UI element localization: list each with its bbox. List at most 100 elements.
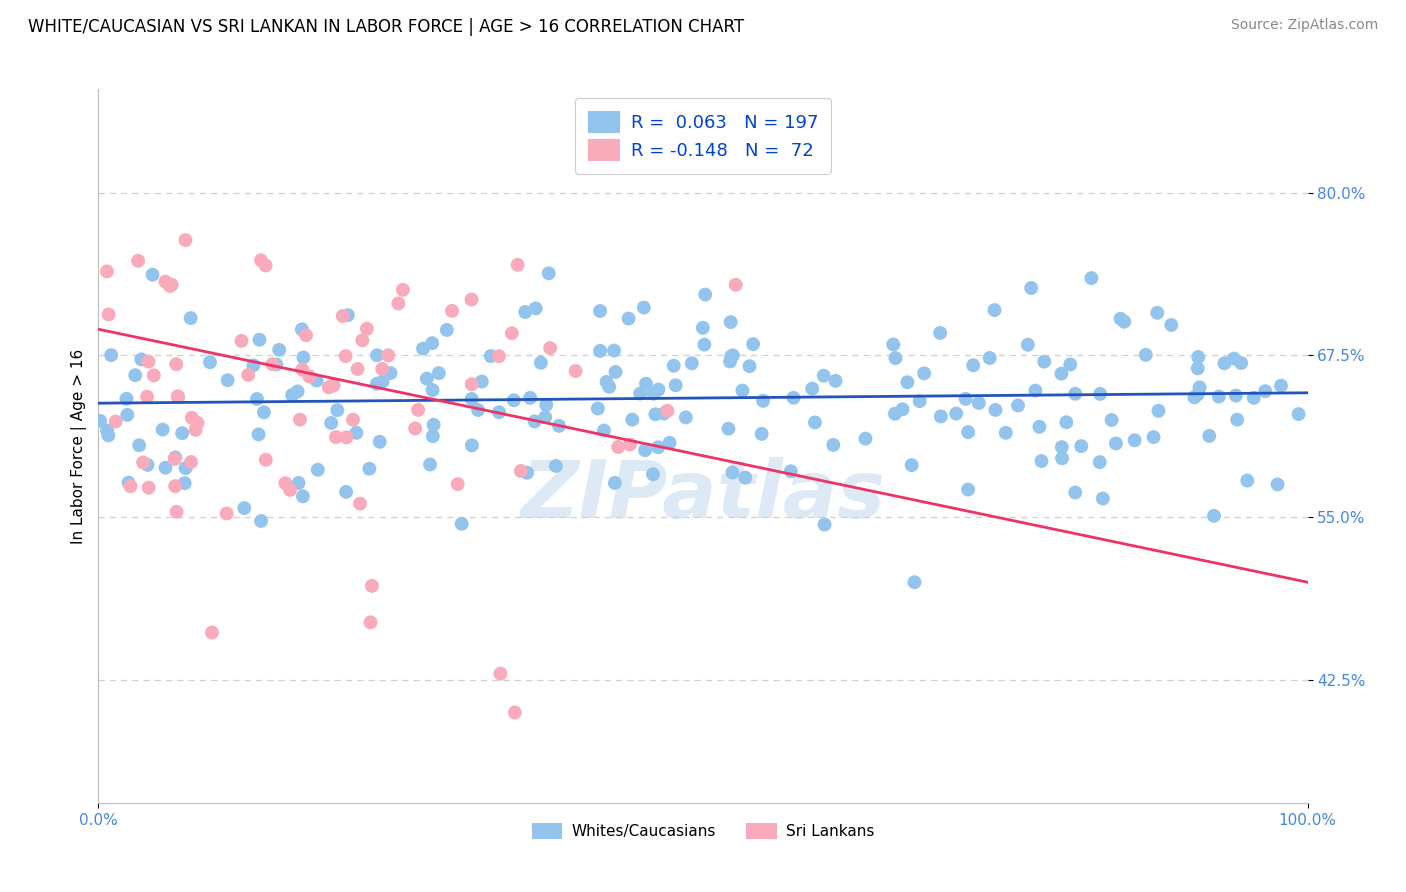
Point <box>246 392 269 406</box>
Point <box>174 233 197 247</box>
Point <box>903 575 925 590</box>
Point <box>489 666 512 681</box>
Point <box>1208 390 1230 404</box>
Point <box>281 388 304 402</box>
Point <box>538 341 561 355</box>
Point <box>249 333 271 347</box>
Point <box>422 417 444 432</box>
Point <box>287 475 309 490</box>
Point <box>1050 440 1073 454</box>
Point <box>721 348 744 362</box>
Point <box>155 460 177 475</box>
Point <box>97 428 120 442</box>
Point <box>1070 439 1092 453</box>
Point <box>180 455 202 469</box>
Point <box>607 440 630 454</box>
Point <box>524 301 547 316</box>
Point <box>460 293 482 307</box>
Point <box>346 362 368 376</box>
Point <box>1187 361 1209 376</box>
Point <box>152 423 174 437</box>
Point <box>751 426 773 441</box>
Point <box>1146 306 1168 320</box>
Point <box>1288 407 1310 421</box>
Point <box>269 343 291 357</box>
Point <box>1243 391 1265 405</box>
Point <box>404 421 426 435</box>
Point <box>141 268 163 282</box>
Point <box>1031 454 1053 468</box>
Point <box>912 367 935 381</box>
Point <box>662 359 685 373</box>
Point <box>392 283 415 297</box>
Point <box>1017 338 1039 352</box>
Point <box>1123 434 1146 448</box>
Point <box>450 516 472 531</box>
Point <box>89 414 111 428</box>
Point <box>1024 384 1046 398</box>
Point <box>1198 429 1220 443</box>
Point <box>131 352 153 367</box>
Point <box>254 452 277 467</box>
Point <box>305 374 328 388</box>
Point <box>734 470 756 484</box>
Point <box>461 438 484 452</box>
Point <box>617 311 640 326</box>
Point <box>929 326 952 340</box>
Point <box>136 458 159 472</box>
Point <box>352 334 374 348</box>
Point <box>804 416 827 430</box>
Point <box>731 384 754 398</box>
Point <box>519 391 541 405</box>
Point <box>325 430 347 444</box>
Point <box>427 366 450 380</box>
Point <box>544 458 567 473</box>
Point <box>96 264 118 278</box>
Point <box>115 392 138 406</box>
Point <box>994 425 1017 440</box>
Point <box>128 438 150 452</box>
Point <box>896 375 918 389</box>
Point <box>984 403 1007 417</box>
Point <box>955 392 977 406</box>
Point <box>908 394 931 409</box>
Point <box>163 452 186 467</box>
Point <box>634 443 657 458</box>
Point <box>97 308 120 322</box>
Point <box>586 401 609 416</box>
Point <box>371 362 394 376</box>
Point <box>1267 477 1289 491</box>
Point <box>530 356 553 370</box>
Point <box>332 309 354 323</box>
Point <box>420 336 443 351</box>
Point <box>537 266 560 280</box>
Point <box>1091 491 1114 506</box>
Point <box>589 343 612 358</box>
Point <box>460 377 482 392</box>
Point <box>361 579 384 593</box>
Point <box>440 304 463 318</box>
Point <box>641 467 664 482</box>
Point <box>1188 380 1211 394</box>
Point <box>1088 455 1111 469</box>
Point <box>501 326 523 341</box>
Point <box>801 382 824 396</box>
Point <box>416 371 439 385</box>
Point <box>287 384 309 399</box>
Point <box>371 375 394 389</box>
Point <box>1050 451 1073 466</box>
Point <box>412 342 434 356</box>
Point <box>1160 318 1182 332</box>
Point <box>104 415 127 429</box>
Point <box>647 383 669 397</box>
Point <box>644 407 666 421</box>
Point <box>173 476 195 491</box>
Point <box>180 410 202 425</box>
Point <box>387 296 409 310</box>
Point <box>1028 419 1050 434</box>
Point <box>720 350 742 364</box>
Point <box>247 427 270 442</box>
Point <box>471 375 494 389</box>
Point <box>891 402 914 417</box>
Point <box>665 378 688 392</box>
